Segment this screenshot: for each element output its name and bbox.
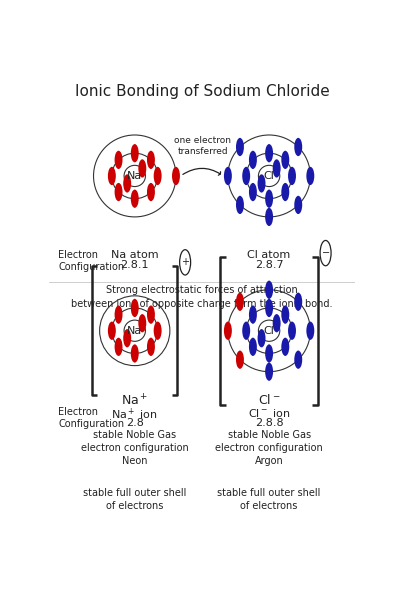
Ellipse shape	[281, 151, 289, 169]
Ellipse shape	[224, 167, 232, 185]
Text: stable full outer shell
of electrons: stable full outer shell of electrons	[217, 488, 321, 511]
Ellipse shape	[154, 322, 162, 340]
Text: Cl$^-$: Cl$^-$	[258, 393, 280, 407]
Ellipse shape	[180, 250, 191, 275]
Ellipse shape	[236, 350, 244, 369]
Ellipse shape	[131, 299, 139, 317]
Text: stable Noble Gas
electron configuration
Neon: stable Noble Gas electron configuration …	[81, 430, 189, 466]
Ellipse shape	[172, 167, 180, 185]
Text: Na$^+$: Na$^+$	[121, 393, 149, 409]
Ellipse shape	[138, 159, 146, 178]
Text: Cl atom: Cl atom	[247, 250, 291, 260]
Ellipse shape	[249, 151, 257, 169]
Ellipse shape	[294, 196, 302, 214]
Ellipse shape	[154, 167, 162, 185]
Ellipse shape	[123, 329, 131, 347]
Ellipse shape	[265, 208, 273, 226]
Ellipse shape	[123, 175, 131, 193]
Ellipse shape	[108, 167, 116, 185]
Text: Electron
Configuration: Electron Configuration	[58, 407, 125, 430]
Ellipse shape	[265, 144, 273, 163]
Ellipse shape	[265, 362, 273, 381]
Ellipse shape	[236, 293, 244, 311]
Text: 2.8.7: 2.8.7	[255, 260, 283, 270]
Ellipse shape	[147, 151, 155, 169]
Ellipse shape	[307, 167, 314, 185]
Ellipse shape	[265, 281, 273, 299]
Text: Cl: Cl	[264, 326, 275, 336]
Ellipse shape	[249, 338, 257, 356]
Ellipse shape	[115, 338, 123, 356]
Ellipse shape	[288, 167, 296, 185]
Ellipse shape	[273, 314, 281, 332]
Ellipse shape	[131, 344, 139, 362]
Text: stable full outer shell
of electrons: stable full outer shell of electrons	[83, 488, 186, 511]
Ellipse shape	[258, 175, 266, 193]
Ellipse shape	[288, 322, 296, 340]
Ellipse shape	[265, 344, 273, 362]
Ellipse shape	[281, 183, 289, 201]
Ellipse shape	[115, 151, 123, 169]
Ellipse shape	[138, 314, 146, 332]
Ellipse shape	[236, 196, 244, 214]
Text: Cl: Cl	[264, 171, 275, 181]
Ellipse shape	[224, 322, 232, 340]
Ellipse shape	[281, 338, 289, 356]
Ellipse shape	[265, 299, 273, 317]
Text: 2.8: 2.8	[126, 419, 144, 428]
Ellipse shape	[147, 183, 155, 201]
Ellipse shape	[242, 167, 250, 185]
Ellipse shape	[115, 183, 123, 201]
Text: Cl$^-$ ion: Cl$^-$ ion	[248, 407, 290, 419]
Ellipse shape	[273, 159, 281, 178]
Ellipse shape	[249, 183, 257, 201]
Ellipse shape	[294, 293, 302, 311]
Ellipse shape	[294, 350, 302, 369]
Ellipse shape	[147, 305, 155, 324]
Ellipse shape	[131, 144, 139, 163]
Text: +: +	[181, 257, 189, 268]
Ellipse shape	[320, 241, 331, 266]
Ellipse shape	[265, 190, 273, 208]
Text: Na: Na	[127, 171, 142, 181]
Ellipse shape	[242, 322, 250, 340]
Text: Na: Na	[127, 326, 142, 336]
Text: Na atom: Na atom	[111, 250, 158, 260]
Text: one electron
transferred: one electron transferred	[174, 136, 231, 156]
Ellipse shape	[236, 138, 244, 156]
Ellipse shape	[258, 329, 266, 347]
Ellipse shape	[115, 305, 123, 324]
Ellipse shape	[281, 305, 289, 324]
Ellipse shape	[307, 322, 314, 340]
Ellipse shape	[294, 138, 302, 156]
Text: 2.8.1: 2.8.1	[121, 260, 149, 270]
Text: Na$^+$ ion: Na$^+$ ion	[112, 407, 158, 422]
Text: Ionic Bonding of Sodium Chloride: Ionic Bonding of Sodium Chloride	[74, 83, 329, 98]
Text: −: −	[322, 248, 330, 258]
Text: stable Noble Gas
electron configuration
Argon: stable Noble Gas electron configuration …	[215, 430, 323, 466]
Text: Electron
Configuration: Electron Configuration	[58, 250, 125, 272]
Ellipse shape	[108, 322, 116, 340]
Ellipse shape	[147, 338, 155, 356]
Text: Strong electrostatic forces of attraction
between ions of opposite charge form t: Strong electrostatic forces of attractio…	[71, 286, 333, 310]
Ellipse shape	[131, 190, 139, 208]
Ellipse shape	[249, 305, 257, 324]
Text: 2.8.8: 2.8.8	[255, 419, 283, 428]
